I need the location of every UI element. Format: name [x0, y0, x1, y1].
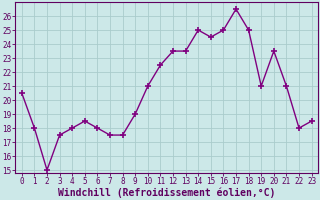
- X-axis label: Windchill (Refroidissement éolien,°C): Windchill (Refroidissement éolien,°C): [58, 187, 276, 198]
